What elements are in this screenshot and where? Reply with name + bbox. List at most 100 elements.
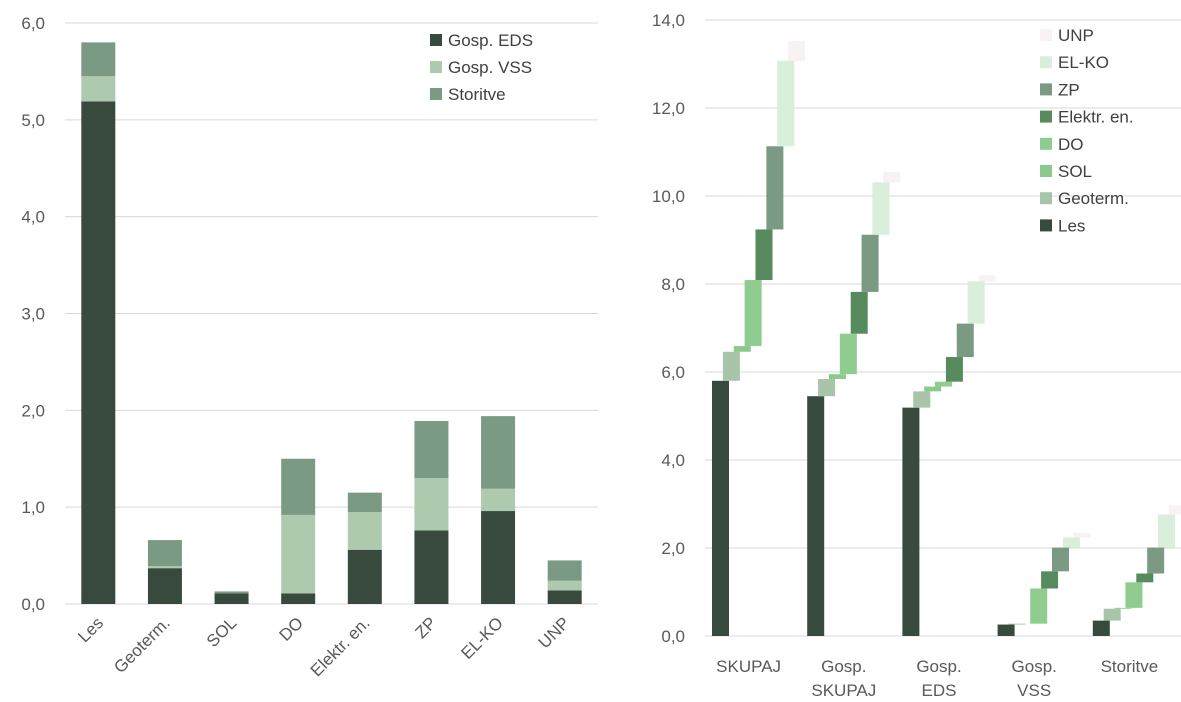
bar-segment-gosp-eds	[214, 593, 249, 604]
bar-segment-gosp-eds	[81, 101, 116, 604]
legend-swatch	[1040, 137, 1052, 150]
waterfall-step-do	[935, 381, 953, 387]
y-tick-label: 0,0	[21, 595, 45, 614]
waterfall-step-zp	[861, 234, 879, 292]
y-tick-label: 0,0	[661, 627, 685, 646]
x-tick-label: Geoterm.	[110, 613, 174, 677]
legend-swatch	[1040, 219, 1052, 232]
legend-label: Elektr. en.	[1058, 108, 1134, 127]
y-tick-label: 8,0	[661, 275, 685, 294]
bar-segment-gosp-vss	[347, 512, 382, 550]
waterfall-step-el-ko	[1062, 537, 1080, 548]
legend-swatch	[1040, 56, 1052, 69]
legend-label: SOL	[1058, 162, 1092, 181]
bar-segment-gosp-vss	[81, 76, 116, 102]
y-tick-label: 12,0	[652, 99, 685, 118]
legend-label: EL-KO	[1058, 53, 1109, 72]
legend-swatch	[1040, 192, 1052, 205]
legend-swatch	[1040, 110, 1052, 123]
bar-segment-storitve	[281, 458, 316, 515]
x-tick-label: SKUPAJ	[811, 681, 876, 700]
bar-segment-storitve	[214, 591, 249, 594]
x-tick-label: Gosp.	[916, 657, 961, 676]
bar-segment-gosp-vss	[147, 566, 182, 569]
waterfall-step-zp	[766, 146, 784, 230]
bar-segment-storitve	[81, 42, 116, 77]
bar-segment-storitve	[147, 540, 182, 567]
waterfall-step-geoterm	[1008, 623, 1026, 625]
waterfall-step-les	[1092, 620, 1110, 636]
legend-label: Gosp. VSS	[448, 58, 532, 77]
waterfall-step-elektr-en	[945, 357, 963, 382]
left-stacked-bar-chart: 0,0 1,0 2,0 3,0 4,0 5,0 6,0 Les Geoterm. SOL DO Ele…	[21, 14, 598, 680]
waterfall-step-geoterm	[913, 391, 931, 408]
bar-segment-storitve	[547, 560, 582, 581]
bar-segment-gosp-eds	[281, 593, 316, 604]
right-waterfall-chart: 0,0 2,0 4,0 6,0 8,0 10,0 12,0 14,0 SKUPAJ Gosp. SK…	[652, 11, 1181, 700]
waterfall-step-unp	[1073, 533, 1091, 538]
bar-segment-gosp-eds	[147, 568, 182, 604]
waterfall-step-elektr-en	[1041, 571, 1059, 589]
waterfall-step-elektr-en	[1136, 573, 1154, 583]
x-tick-label: SKUPAJ	[716, 657, 781, 676]
y-tick-label: 6,0	[661, 363, 685, 382]
y-tick-label: 4,0	[21, 208, 45, 227]
bar-segment-gosp-eds	[547, 590, 582, 604]
bar-segment-storitve	[481, 416, 516, 489]
waterfall-step-do	[1030, 588, 1048, 624]
waterfall-step-les	[807, 396, 825, 636]
legend-label: UNP	[1058, 26, 1094, 45]
x-tick-label: DO	[276, 613, 307, 644]
waterfall-step-el-ko	[872, 182, 890, 235]
bar-segment-gosp-vss	[481, 488, 516, 512]
waterfall-step-sol	[733, 346, 751, 352]
legend-label: DO	[1058, 135, 1084, 154]
waterfall-step-do	[839, 333, 857, 375]
waterfall-step-zp	[1147, 547, 1165, 574]
waterfall-step-zp	[956, 323, 974, 358]
waterfall-step-les	[712, 380, 729, 636]
waterfall-step-unp	[788, 41, 806, 61]
waterfall-step-geoterm	[722, 351, 740, 381]
waterfall-step-do	[744, 280, 762, 347]
x-tick-label: Gosp.	[821, 657, 866, 676]
waterfall-step-el-ko	[967, 281, 985, 324]
legend-label: Les	[1058, 216, 1085, 235]
y-tick-label: 14,0	[652, 11, 685, 30]
waterfall-step-sol	[1114, 607, 1132, 609]
x-tick-label: Elektr. en.	[307, 613, 374, 680]
y-tick-label: 2,0	[661, 539, 685, 558]
bar-segment-gosp-vss	[281, 514, 316, 594]
x-tick-label: Storitve	[1101, 657, 1159, 676]
bar-segment-storitve	[347, 492, 382, 513]
waterfall-step-el-ko	[777, 60, 795, 147]
waterfall-step-les	[997, 624, 1015, 636]
legend-label: Gosp. EDS	[448, 31, 533, 50]
legend-swatch	[430, 34, 442, 46]
y-tick-label: 1,0	[21, 498, 45, 517]
x-tick-label: Gosp.	[1012, 657, 1057, 676]
bar-segment-gosp-eds	[347, 549, 382, 604]
x-tick-label: Les	[74, 613, 107, 646]
waterfall-step-zp	[1051, 547, 1069, 572]
waterfall-step-unp	[1168, 505, 1181, 515]
legend-label: Storitve	[448, 85, 506, 104]
waterfall-step-elektr-en	[755, 229, 773, 281]
bar-segment-storitve	[414, 420, 449, 479]
waterfall-step-do	[1125, 582, 1143, 608]
x-tick-label: EL-KO	[457, 613, 507, 663]
legend-swatch	[1040, 29, 1052, 41]
x-tick-label: VSS	[1017, 681, 1051, 700]
y-tick-label: 6,0	[21, 14, 45, 33]
waterfall-step-geoterm	[1103, 608, 1121, 621]
bar-segment-gosp-eds	[414, 530, 449, 604]
legend-swatch	[1040, 83, 1052, 96]
y-tick-label: 5,0	[21, 111, 45, 130]
x-tick-label: EDS	[922, 681, 957, 700]
bar-segment-gosp-vss	[414, 478, 449, 531]
x-tick-label: SOL	[203, 613, 240, 650]
x-tick-label: ZP	[411, 613, 440, 642]
waterfall-step-el-ko	[1158, 514, 1176, 548]
waterfall-step-unp	[978, 275, 996, 282]
x-tick-label: UNP	[535, 613, 574, 652]
